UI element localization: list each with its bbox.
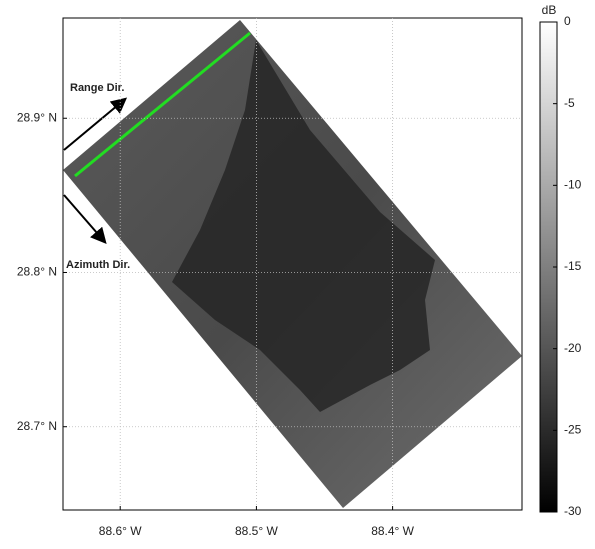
colorbar-tick-label: 0	[564, 14, 571, 28]
y-tick-label: 28.9° N	[17, 110, 57, 124]
x-tick-label: 88.6° W	[99, 524, 142, 538]
colorbar-label: dB	[542, 3, 557, 17]
colorbar-tick-label: -20	[564, 341, 582, 355]
colorbar-tick-label: -25	[564, 423, 582, 437]
annotation: Range Dir.	[70, 82, 124, 94]
map-figure: Range Dir. Azimuth Dir. dB 88.6° W88.5° …	[0, 0, 595, 544]
x-tick-label: 88.4° W	[371, 524, 414, 538]
colorbar-tick-label: -5	[564, 96, 575, 110]
colorbar-tick-label: -10	[564, 178, 582, 192]
y-tick-label: 28.7° N	[17, 419, 57, 433]
y-tick-label: 28.8° N	[17, 265, 57, 279]
colorbar-tick-label: -30	[564, 504, 582, 518]
x-tick-label: 88.5° W	[235, 524, 278, 538]
colorbar-tick-label: -15	[564, 259, 582, 273]
